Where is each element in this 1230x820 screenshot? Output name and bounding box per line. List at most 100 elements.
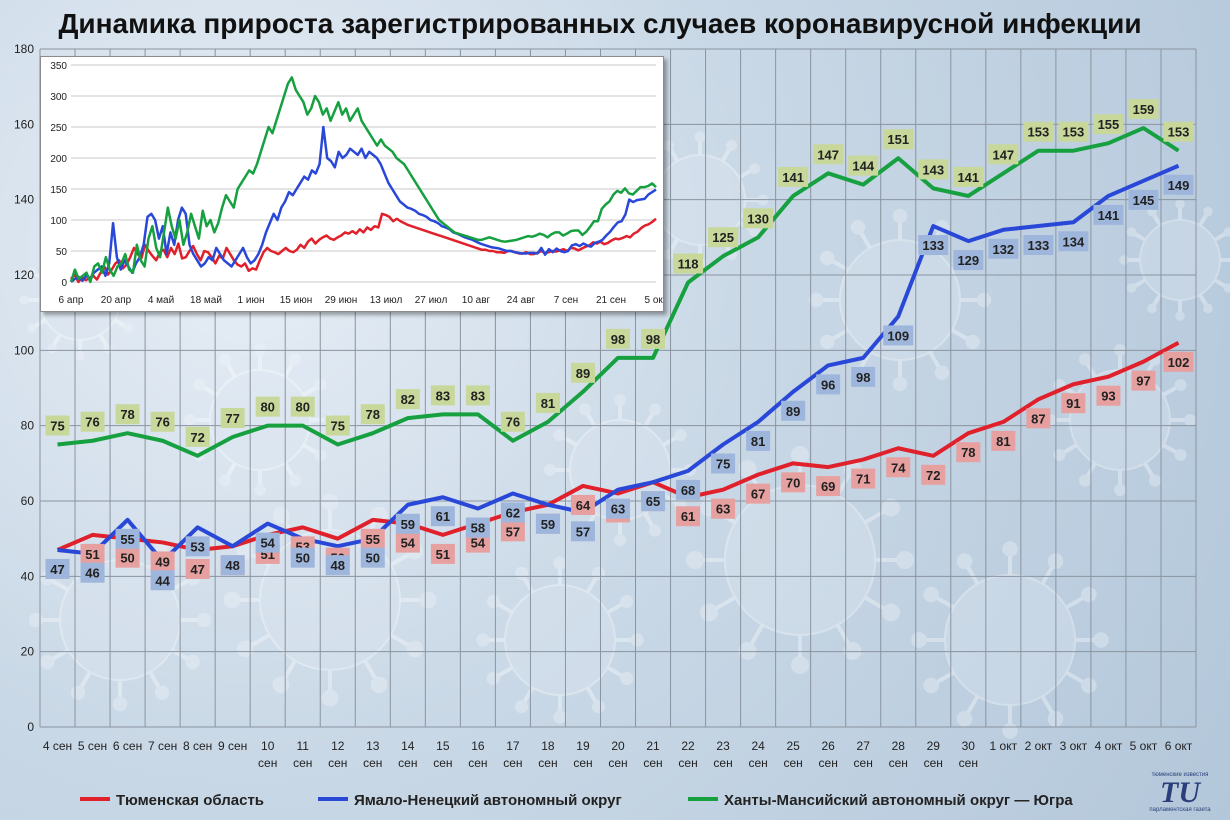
data-label: 149 — [1163, 174, 1194, 195]
data-label-box — [816, 476, 841, 497]
data-label-box — [115, 404, 140, 425]
data-label-text: 109 — [887, 328, 909, 343]
data-label-text: 75 — [716, 457, 730, 472]
x-tick-label: 28 сен — [889, 739, 908, 770]
data-label-box — [991, 430, 1016, 451]
data-label-text: 149 — [1168, 178, 1190, 193]
data-label-text: 69 — [821, 479, 835, 494]
logo-caption: парламентская газета — [1149, 807, 1211, 813]
data-label-box — [115, 547, 140, 568]
data-label: 48 — [220, 555, 245, 576]
x-tick-label: 7 сен — [148, 739, 177, 753]
inset-x-tick-label: 20 апр — [101, 295, 132, 306]
x-tick-label: 13 сен — [363, 739, 382, 770]
data-label-box — [956, 442, 981, 463]
data-label-box — [746, 483, 771, 504]
data-label-text: 48 — [331, 558, 345, 573]
inset-x-tick-label: 5 окт — [645, 295, 663, 306]
data-label-text: 151 — [887, 132, 909, 147]
data-label-box — [886, 457, 911, 478]
data-label-box — [500, 502, 525, 523]
data-label: 62 — [500, 502, 525, 523]
data-label: 80 — [290, 396, 315, 417]
legend-label: Тюменская область — [116, 792, 264, 809]
x-tick-label: 18 сен — [538, 739, 557, 770]
data-label-text: 57 — [576, 524, 590, 539]
x-tick-label: 16 сен — [468, 739, 487, 770]
data-label: 155 — [1093, 114, 1124, 135]
data-label: 72 — [921, 464, 946, 485]
data-label: 57 — [500, 521, 525, 542]
x-tick-label: 12 сен — [328, 739, 347, 770]
data-label-box — [988, 238, 1019, 259]
x-tick-label: 29 сен — [924, 739, 943, 770]
x-tick-label: 15 сен — [433, 739, 452, 770]
data-label-text: 64 — [576, 498, 591, 513]
data-label-text: 67 — [751, 487, 765, 502]
virus-decoration — [1119, 199, 1230, 321]
x-tick-label: 6 окт — [1165, 739, 1193, 753]
data-label: 63 — [606, 498, 630, 519]
data-label-text: 47 — [50, 562, 64, 577]
data-label: 46 — [80, 562, 105, 583]
data-label: 50 — [115, 547, 140, 568]
data-label-text: 81 — [541, 396, 555, 411]
data-label-box — [781, 472, 806, 493]
y-tick-label: 140 — [14, 193, 34, 207]
y-tick-label: 180 — [14, 42, 34, 56]
data-label-text: 133 — [922, 238, 944, 253]
data-label-text: 62 — [506, 505, 520, 520]
inset-y-tick-label: 250 — [50, 123, 67, 134]
chart-title: Динамика прироста зарегистрированных слу… — [58, 8, 1142, 39]
x-tick-label: 23 сен — [713, 739, 732, 770]
data-label-box — [988, 144, 1019, 165]
data-label-box — [360, 547, 385, 568]
legend-label: Ханты-Мансийский автономный округ — Югра — [724, 792, 1073, 809]
data-label: 145 — [1128, 189, 1159, 210]
data-label-text: 53 — [190, 539, 204, 554]
newspaper-logo: тюменские известия TU парламентская газе… — [1140, 772, 1220, 816]
data-label-text: 71 — [856, 472, 870, 487]
data-label-text: 55 — [120, 532, 134, 547]
inset-x-tick-label: 21 сен — [596, 295, 626, 306]
data-label: 97 — [1131, 370, 1156, 391]
x-tick-label: 9 сен — [218, 739, 247, 753]
data-label-text: 132 — [992, 242, 1014, 257]
inset-series-line — [70, 212, 657, 284]
data-label-text: 74 — [891, 460, 906, 475]
data-label: 132 — [988, 238, 1019, 259]
data-label-text: 141 — [1098, 208, 1120, 223]
data-label-text: 133 — [1028, 238, 1050, 253]
data-label-box — [220, 407, 245, 428]
data-label: 83 — [465, 385, 490, 406]
x-tick-label: 3 окт — [1060, 739, 1088, 753]
data-label-box — [570, 362, 595, 383]
data-label-text: 159 — [1133, 102, 1155, 117]
data-label-box — [711, 498, 736, 519]
data-label-text: 77 — [225, 411, 239, 426]
y-tick-label: 60 — [21, 494, 35, 508]
legend-item: Тюменская область — [80, 792, 264, 809]
data-label: 91 — [1061, 393, 1086, 414]
data-label-text: 89 — [576, 366, 590, 381]
data-label: 89 — [781, 400, 806, 421]
virus-decoration — [476, 556, 644, 724]
data-label-text: 54 — [401, 536, 416, 551]
inset-x-tick-label: 10 авг — [462, 295, 491, 306]
data-label-text: 93 — [1101, 389, 1115, 404]
data-label-text: 78 — [366, 407, 380, 422]
data-label-box — [1023, 121, 1054, 142]
data-label: 151 — [883, 129, 914, 150]
x-tick-label: 1 окт — [990, 739, 1018, 753]
data-label-text: 72 — [926, 468, 940, 483]
data-label: 54 — [255, 532, 280, 553]
data-label-text: 50 — [120, 551, 134, 566]
data-label-text: 59 — [541, 517, 555, 532]
data-label: 77 — [220, 407, 245, 428]
x-tick-label: 2 окт — [1025, 739, 1053, 753]
data-label-box — [1131, 370, 1156, 391]
data-label: 141 — [953, 166, 984, 187]
x-tick-label: 20 сен — [608, 739, 627, 770]
data-label-box — [1096, 385, 1121, 406]
data-label: 59 — [535, 513, 560, 534]
